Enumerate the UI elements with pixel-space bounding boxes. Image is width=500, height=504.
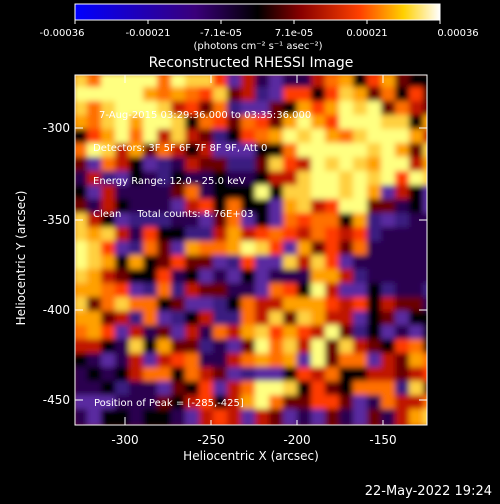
plot-title-text: Reconstructed RHESSI Image [149,55,354,71]
colorbar-units-label: (photons cm⁻² s⁻¹ asec⁻²) [193,41,322,52]
x-tick-label: -150 [369,433,396,447]
y-axis-label: Heliocentric Y (arcsec) [14,191,28,326]
colorbar-tick-label: 0.00021 [346,28,387,39]
peak-position: Position of Peak = [-285,-425] [94,398,244,409]
image-texture-cell [423,409,427,425]
colorbar-svg: -0.00036 -0.00021 -7.1e-05 7.1e-05 0.000… [40,3,479,52]
info-clean-counts: Clean Total counts: 8.76E+03 [93,209,254,220]
info-time-range: 7-Aug-2015 03:29:36.000 to 03:35:36.000 [99,110,312,121]
x-axis-label: Heliocentric X (arcsec) [183,449,319,463]
colorbar-tick-label: -7.1e-05 [200,28,242,39]
x-tick-label: -250 [197,433,224,447]
y-tick-label: -400 [43,303,70,317]
colorbar-tick-label: -0.00021 [126,28,171,39]
colorbar-tick-label: 0.00036 [437,28,478,39]
info-detectors: Detectors: 3F 5F 6F 7F 8F 9F, Att 0 [93,143,268,154]
y-tick-label: -450 [43,393,70,407]
footer-timestamp: 22-May-2022 19:24 [365,484,492,499]
colorbar-tick-label: 7.1e-05 [275,28,313,39]
plot-title: Reconstructed RHESSI Image [0,52,500,72]
info-energy-range: Energy Range: 12.0 - 25.0 keV [93,176,246,187]
x-tick-label: -300 [111,433,138,447]
colorbar-gradient [74,3,441,21]
colorbar-tick-label: -0.00036 [40,28,85,39]
y-tick-label: -300 [43,121,70,135]
y-tick-label: -350 [43,213,70,227]
plot-title-svg: Reconstructed RHESSI Image [149,55,354,71]
colorbar: -0.00036 -0.00021 -7.1e-05 7.1e-05 0.000… [0,0,500,60]
observation-info: 7-Aug-2015 03:29:36.000 to 03:35:36.000 … [93,88,311,231]
x-tick-label: -200 [283,433,310,447]
